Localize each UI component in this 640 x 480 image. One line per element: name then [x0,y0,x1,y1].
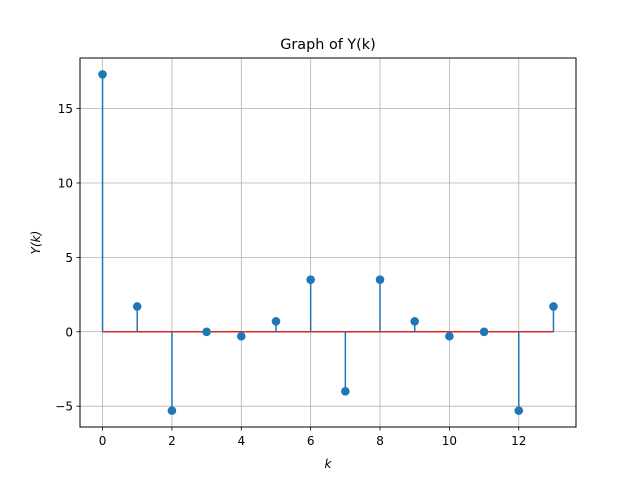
x-tick-label: 6 [307,434,315,448]
x-tick-label: 8 [376,434,384,448]
x-tick-label: 10 [442,434,457,448]
chart-title: Graph of Y(k) [280,37,376,53]
stem-marker [445,331,454,341]
x-tick-label: 4 [237,434,245,448]
axes-frame [79,57,577,428]
stem-marker [341,386,350,396]
y-tick-label: 10 [58,176,73,190]
x-tick-label: 12 [511,434,526,448]
x-axis-label: k [325,457,333,471]
stem-marker [479,327,489,337]
ticks: 0 2 4 6 8 10 12 −5 0 5 10 15 [55,102,526,448]
stem-marker [132,302,142,311]
markers [98,70,558,415]
stem-marker [236,331,246,341]
stem-marker [410,317,420,326]
y-tick-label: 0 [65,325,73,339]
stem-marker [514,406,524,415]
stem-marker [98,70,107,79]
y-tick-label: 5 [65,251,73,265]
x-tick-label: 0 [99,434,107,448]
stem-marker [202,327,211,337]
stem-marker [375,275,385,284]
stem-marker [306,275,315,284]
y-tick-label: 15 [58,102,73,116]
stem-marker [549,302,558,311]
x-tick-label: 2 [168,434,176,448]
y-axis-label: Y(k) [29,231,43,255]
y-tick-label: −5 [55,400,73,414]
stem-marker [167,406,177,415]
stem-marker [271,317,281,326]
